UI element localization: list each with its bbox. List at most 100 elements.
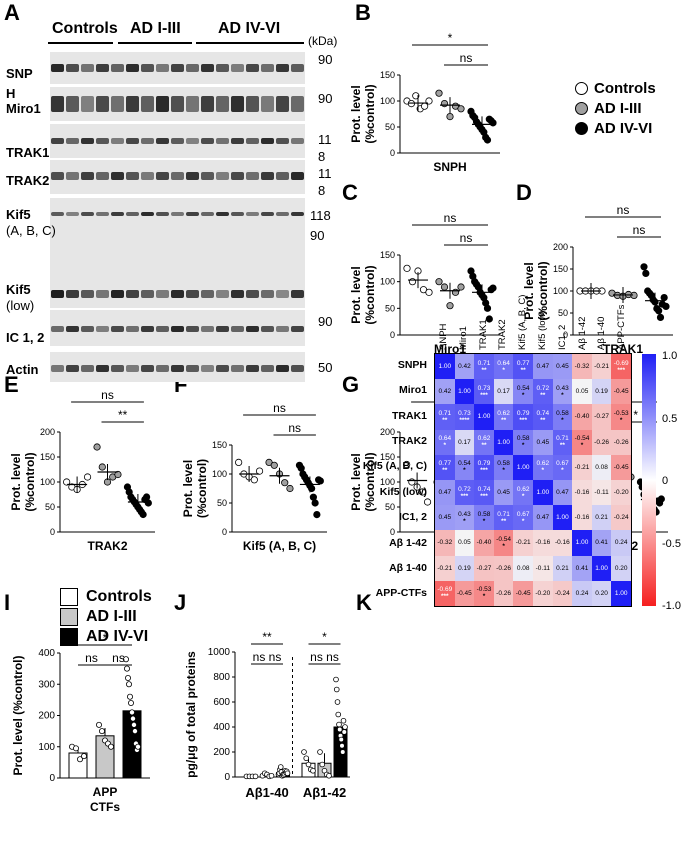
heatmap-cell-stars: **: [540, 416, 546, 424]
heatmap-cell-stars: *: [463, 517, 466, 525]
heatmap-cell-value: 0.71: [556, 435, 569, 443]
blot-band: [216, 290, 229, 298]
heatmap-cell: 0.05: [454, 530, 475, 556]
x-axis-label: TRAK2: [87, 539, 127, 553]
heatmap-cell-value: 1.00: [556, 514, 569, 522]
blot-band: [246, 290, 259, 298]
y-tick-label: 200: [213, 747, 230, 758]
heatmap-cell-value: 0.41: [595, 539, 608, 547]
heatmap-cell-value: 1.00: [516, 463, 530, 471]
heatmap-cell-value: 0.64: [497, 359, 510, 367]
heatmap-cell-stars: *: [502, 366, 505, 374]
data-point: [252, 773, 259, 780]
blot-band: [141, 290, 154, 298]
blot-label-h: H: [6, 86, 16, 101]
blot-band: [186, 96, 199, 112]
heatmap-cell: 0.41: [572, 555, 592, 581]
heatmap-cell: 1.00: [591, 555, 612, 581]
y-axis-label: pg/μg of total proteins: [184, 651, 198, 778]
heatmap-cell-stars: **: [481, 442, 487, 450]
y-axis-label: (%control): [363, 265, 377, 324]
data-point: [403, 264, 411, 272]
blot-group-controls: Controls: [52, 20, 118, 37]
heatmap-cell: 0.17: [454, 429, 475, 455]
blot-band: [141, 138, 154, 144]
y-tick-label: 200: [38, 711, 55, 722]
colorbar-tick: 0.5: [662, 413, 678, 425]
blot-band: [246, 365, 259, 372]
heatmap-cell: -0.21: [513, 530, 533, 556]
heatmap-cell-value: 0.19: [458, 564, 471, 572]
heatmap-cell: 0.45: [493, 480, 514, 506]
heatmap-cell: -0.24: [552, 580, 573, 606]
blot-band: [231, 172, 244, 180]
blot-band: [276, 138, 289, 144]
data-point: [284, 770, 291, 777]
heatmap-cell: 0.64 *: [493, 354, 514, 380]
data-point: [268, 772, 275, 779]
data-point: [335, 711, 342, 718]
blot-band: [276, 64, 289, 72]
blot-band: [81, 138, 94, 144]
blot-band: [261, 172, 274, 180]
blot-band: [291, 172, 304, 180]
heatmap-cell-value: 0.58: [516, 435, 530, 443]
blot-band: [171, 172, 184, 180]
data-point: [420, 102, 429, 110]
colorbar-tick: 0: [662, 475, 669, 487]
blot-image: [50, 52, 305, 382]
heatmap-cell-stars: *: [521, 391, 525, 399]
blot-label-snp: SNP: [6, 66, 33, 81]
heatmap-cell: 1.00: [454, 379, 475, 405]
data-point: [333, 686, 340, 693]
data-point: [489, 284, 497, 292]
data-point: [655, 307, 663, 315]
blot-band: [231, 64, 244, 72]
heatmap-cell-value: -0.24: [613, 514, 629, 522]
colorbar-tick: -0.5: [662, 538, 681, 550]
blot-band: [231, 138, 244, 144]
heatmap-cell: -0.26: [493, 555, 514, 581]
heatmap-row-label: TRAK1: [391, 409, 427, 422]
y-tick-label: 600: [213, 697, 230, 708]
blot-band: [186, 64, 199, 72]
heatmap-cell-value: 0.45: [438, 514, 452, 522]
data-point: [656, 313, 665, 321]
panel-label-g: G: [342, 372, 360, 397]
panel-label-e: E: [4, 372, 19, 397]
blot-band: [66, 326, 79, 332]
blot-band: [111, 326, 124, 332]
data-point: [63, 478, 71, 486]
blot-band: [141, 64, 154, 72]
data-point: [339, 742, 345, 749]
kda-marker: 90: [318, 91, 333, 106]
heatmap-cell: 0.73 ***: [474, 379, 494, 405]
y-tick-label: 400: [213, 722, 230, 733]
data-point: [341, 729, 348, 735]
y-tick-label: 50: [385, 303, 395, 313]
blot-band: [216, 212, 229, 216]
blot-band: [141, 96, 154, 112]
y-tick-label: 0: [222, 527, 227, 537]
heatmap-cell-stars: **: [540, 391, 546, 399]
blot-band: [66, 64, 79, 72]
data-point: [440, 100, 449, 108]
heatmap-cell: 0.64 *: [435, 429, 455, 455]
x-axis-label: Miro1: [434, 342, 466, 356]
heatmap-cell-value: -0.16: [554, 539, 570, 547]
heatmap-cell: -0.16: [572, 480, 592, 506]
blot-band: [231, 365, 244, 372]
kda-marker: 8: [318, 149, 326, 164]
y-axis-label: Prot. level: [349, 85, 363, 142]
blot-label-miro1: Miro1: [6, 101, 41, 116]
heatmap-cell: -0.20: [533, 580, 553, 606]
data-point: [457, 105, 465, 113]
legend-label: AD IV-VI: [86, 628, 149, 645]
heatmap-row-label: Miro1: [398, 384, 427, 397]
y-tick-label: 200: [40, 427, 55, 437]
heatmap-cell-stars: *: [561, 391, 564, 399]
correlation-heatmap: 1.00 0.42 0.71 ** 0.64 * 0.77 ** 0.47 0.45 -0.32 -0…: [434, 353, 632, 607]
data-point: [412, 92, 420, 100]
heatmap-cell-stars: *: [463, 467, 466, 475]
blot-band: [156, 290, 169, 298]
